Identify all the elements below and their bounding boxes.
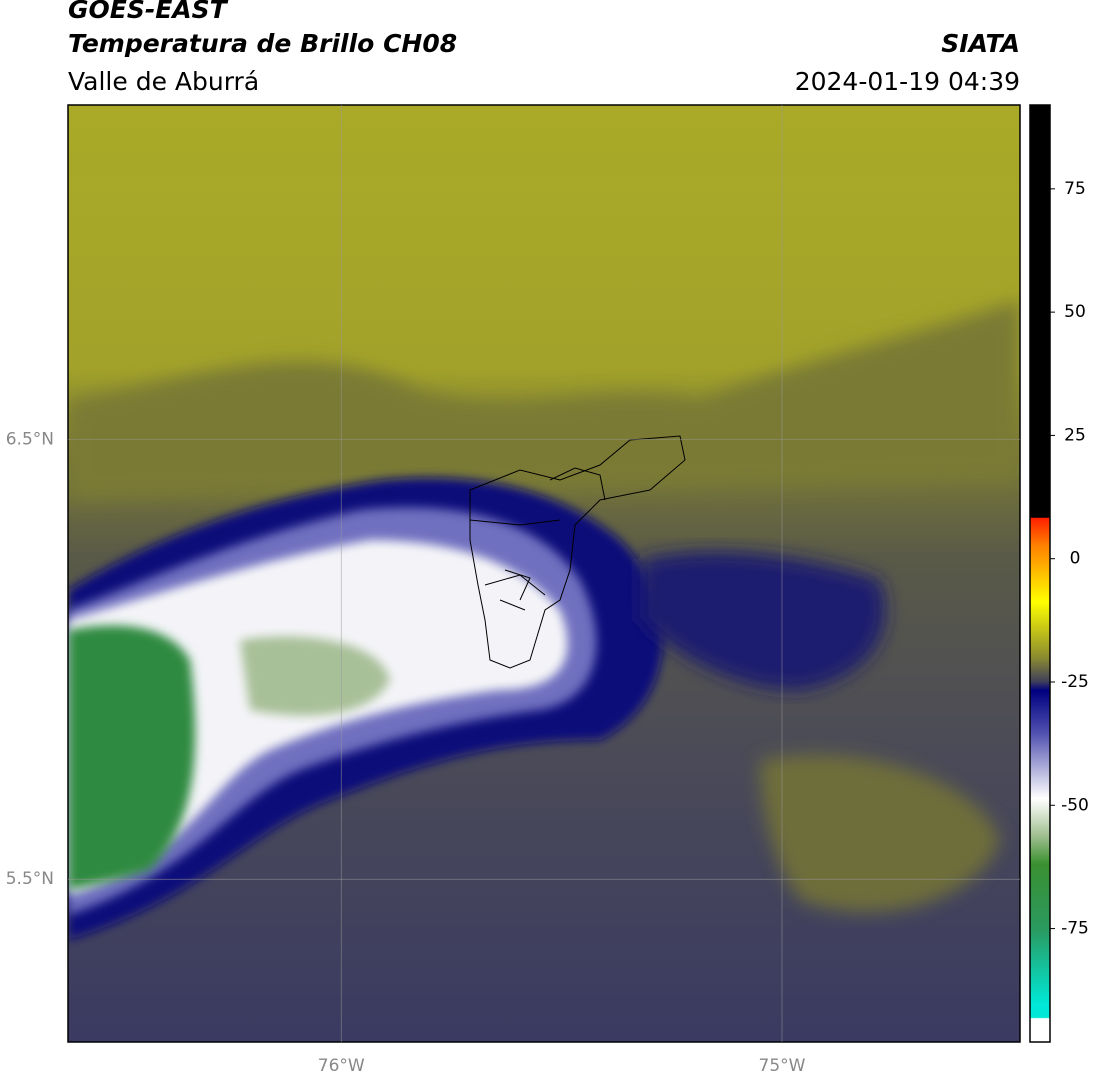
x-tick-label: 76°W (318, 1056, 365, 1076)
colorbar-tick-label: -50 (1061, 795, 1089, 815)
colorbar-tick-label: 50 (1064, 302, 1086, 322)
map-frame (67, 104, 1021, 1043)
brightness-field (68, 105, 1020, 1042)
subtitle: Temperatura de Brillo CH08 (68, 29, 457, 58)
colorbar-tick-label: -75 (1061, 919, 1089, 939)
colorbar-tick-label: 25 (1064, 425, 1086, 445)
region: Valle de Aburrá (68, 67, 259, 96)
x-tick-label: 75°W (759, 1056, 806, 1076)
colorbar-tick-label: 75 (1064, 179, 1086, 199)
municipal-boundaries (469, 435, 686, 669)
y-tick-label: 5.5°N (6, 869, 54, 889)
colorbar-tick-label: 0 (1070, 549, 1081, 569)
title: GOES-EAST (68, 0, 229, 24)
datetime: 2024-01-19 04:39 (795, 67, 1020, 96)
source: SIATA (941, 29, 1020, 58)
colorbar (1029, 104, 1051, 1043)
y-tick-label: 6.5°N (6, 429, 54, 449)
colorbar-tick-label: -25 (1061, 672, 1089, 692)
